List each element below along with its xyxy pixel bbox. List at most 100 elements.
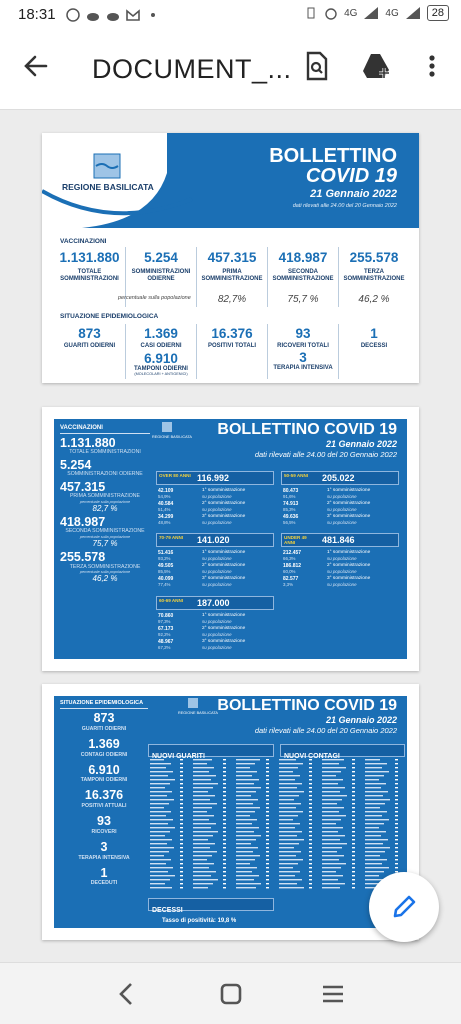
dose-percent: 85,5% [158,569,171,574]
vacc-stat: 457.315 PRIMA SOMMINISTRAZIONE 82,7% [196,247,267,307]
dose-count: 48.967 [158,639,174,645]
p2-side-stat: 1.131.880 TOTALE SOMMINISTRAZIONI [60,436,150,456]
dose-count: 67.173 [158,626,174,632]
dose-count: 70.860 [158,613,174,619]
dose-label: 2° somministrazione [202,501,246,506]
age-group-header: 70-79 ANNI 141.020 [156,533,274,547]
p2-side-percent: 75,7 % [92,539,118,549]
document-search-icon[interactable] [300,50,332,82]
vacc-stat: 5.254 SOMMINISTRAZIONI ODIERNE [125,247,196,307]
pencil-icon [393,895,416,918]
p2-perc-label: percentuale sulla popolazione [79,500,131,505]
bulletin-note: dati rilevati alle 24.00 del 20 Gennaio … [292,203,397,209]
page-3-background [54,696,407,928]
p2-title: BOLLETTINO COVID 19 [217,421,397,438]
dose-count: 80.473 [283,488,299,494]
dose-percent: 48,8% [158,520,171,525]
p2-side-value: 5.254 [60,458,92,473]
edit-fab[interactable] [369,872,439,942]
dose-count: 49.505 [158,563,174,569]
dose-percent: 66,3% [283,556,296,561]
epi-stat: 1.369 CASI ODIERNI 6.910 TAMPONI ODIERNI (MO… [125,324,196,379]
vacc-label: PRIMA SOMMINISTRAZIONE [201,269,263,282]
contagi-title: NUOVI CONTAGI [284,753,340,760]
p3-date: 21 Gennaio 2022 [325,715,397,725]
bulletin-subtitle: COVID 19 [305,165,397,187]
p2-side-label: TERZA SOMMINISTRAZIONE [69,563,141,570]
p2-side-percent: 82,7 % [92,504,118,514]
vacc-percent: 82,7% [217,294,247,305]
dose-percent: 3,3% [283,582,294,587]
age-group-label: 60-69 ANNI [159,598,184,603]
region-logo-icon [162,422,172,432]
age-group-label: 70-79 ANNI [159,535,184,540]
dose-label: 3° somministrazione [327,514,371,519]
dose-label: 1° somministrazione [202,550,246,555]
alarm-icon [325,8,337,20]
dose-label: 2° somministrazione [327,563,371,568]
app-bar: DOCUMENT_... [0,30,461,110]
dose-percent: 51,4% [158,507,171,512]
p3-side-value: 3 [100,839,108,854]
p2-side-value: 418.987 [60,515,106,530]
more-options-icon[interactable] [420,50,444,82]
p3-side-label: TAMPONI ODIERNI [80,777,128,784]
p3-side-value: 93 [97,814,111,828]
age-group-label: OVER 80 ANNI [159,473,191,478]
document-page-3[interactable]: SITUAZIONE EPIDEMIOLOGICA 873 GUARITI ODI… [42,684,419,940]
epi-stat: 1 DECESSI [338,324,409,379]
whatsapp-icon [66,8,80,22]
dose-label: 2° somministrazione [327,501,371,506]
epi-label: POSITIVI TOTALI [207,343,257,349]
nav-back-icon[interactable] [112,979,142,1009]
region-logo-icon [93,153,121,179]
dose-count: 51.416 [158,550,174,556]
vacc-percent: 46,2 % [358,294,390,305]
vacc-value: 1.131.880 [59,250,120,265]
p3-side-label: DECEDUTI [90,880,118,887]
p2-side-value: 1.131.880 [60,436,116,450]
age-group-total: 141.020 [197,535,230,545]
gmail-icon [126,9,140,21]
epi-label: GUARITI ODIERNI [63,343,116,349]
p3-side-value: 6.910 [88,762,120,777]
dose-label: 3° somministrazione [202,639,246,644]
add-to-drive-icon[interactable] [361,50,393,82]
percent-label: percentuale sulla popolazione [118,295,191,301]
p3-side-label: POSITIVI ATTUALI [81,803,127,809]
epi-stat: 16.376 POSITIVI TOTALI [196,324,267,379]
document-page-1[interactable]: REGIONE BASILICATA BOLLETTINO COVID 19 2… [42,133,419,383]
p3-region: REGIONE BASILICATA [178,711,218,715]
p2-side-stat: 255.578 TERZA SOMMINISTRAZIONE percentuale… [60,551,150,584]
nav-home-icon[interactable] [216,979,246,1009]
icu-label: TERAPIA INTENSIVA [273,365,333,371]
dose-label: 2° somministrazione [202,626,246,631]
age-group-header: UNDER 49 ANNI 481.846 [281,533,399,547]
bulletin-date: 21 Gennaio 2022 [310,188,397,200]
region-name: REGIONE BASILICATA [62,182,154,192]
dose-count: 49.636 [283,514,299,520]
dose-sublabel: su popolazione [202,569,232,574]
age-group: 70-79 ANNI 141.020 51.416 93,2% 1° somminist… [156,533,274,591]
dose-label: 1° somministrazione [327,488,371,493]
cloud-icon [87,13,99,21]
back-arrow-icon[interactable] [20,50,52,82]
region-logo-icon [188,698,198,708]
status-time: 18:31 [18,6,56,23]
dose-percent: 56,5% [283,520,296,525]
dose-label: 1° somministrazione [202,613,246,618]
epi-label: CASI ODIERNI [140,343,182,349]
age-group-total: 187.000 [197,598,230,608]
vacc-percent: 75,7 % [287,294,319,305]
document-title: DOCUMENT_... [92,54,292,84]
vacc-value: 418.987 [278,250,328,265]
dose-sublabel: su popolazione [202,556,232,561]
nav-recents-icon[interactable] [318,979,348,1009]
dose-percent: 92,2% [158,632,171,637]
network-label: 4G [344,7,358,19]
dose-count: 34.299 [158,514,174,520]
document-page-2[interactable]: VACCINAZIONI 1.131.880 TOTALE SOMMINISTRA… [42,407,419,671]
p3-side-stat: 93 RICOVERI [60,814,148,835]
vacc-stat: 418.987 SECONDA SOMMINISTRAZIONE 75,7 % [267,247,338,307]
dose-sublabel: su popolazione [202,520,232,525]
